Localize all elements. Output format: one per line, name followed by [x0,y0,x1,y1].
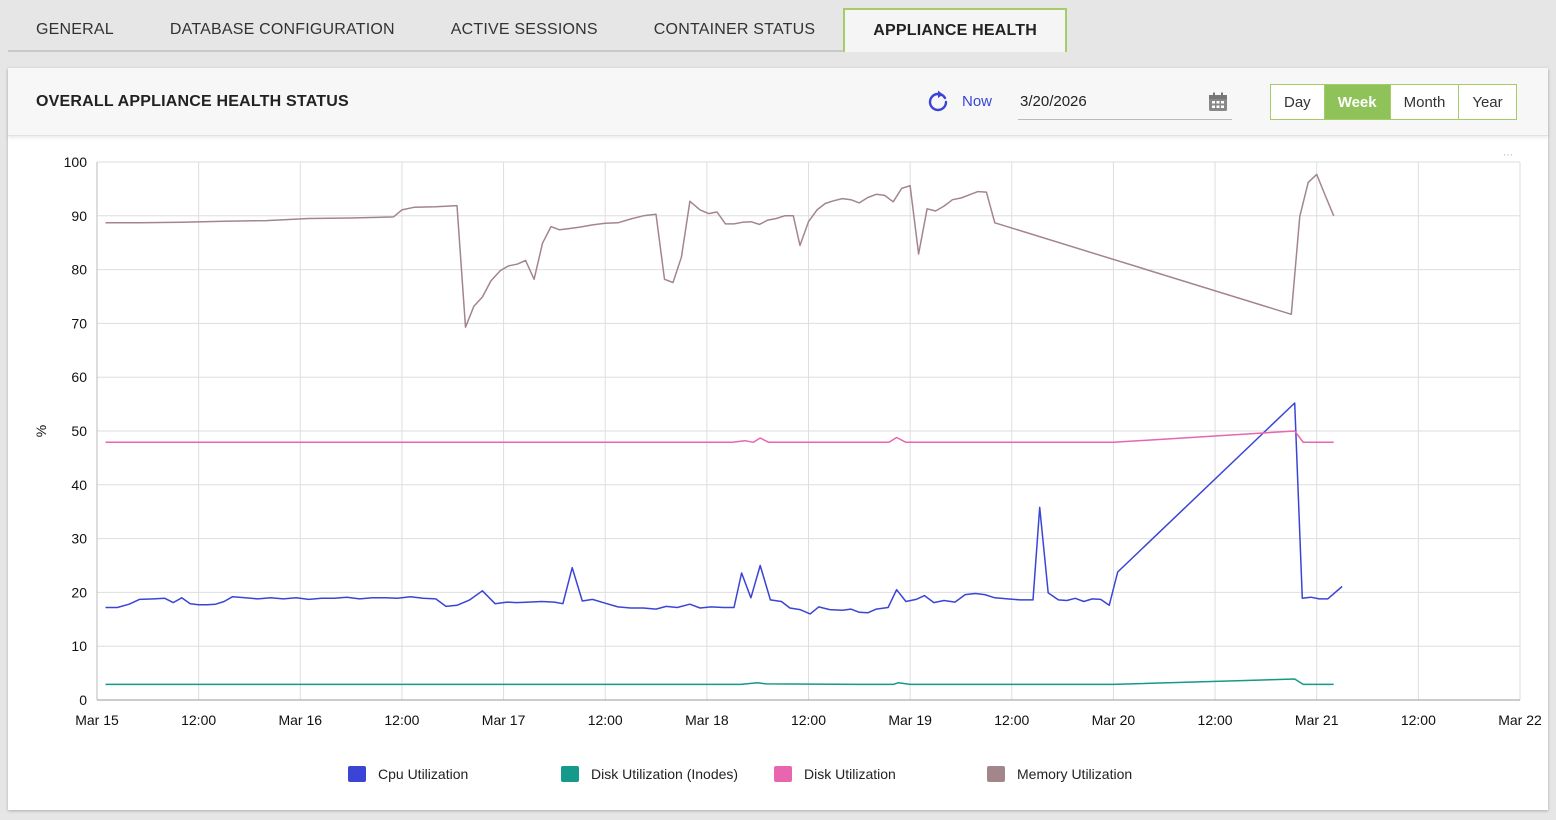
y-tick-label: 90 [71,208,87,224]
period-year-button[interactable]: Year [1458,85,1516,119]
refresh-icon[interactable] [926,90,950,114]
legend-label[interactable]: Disk Utilization (Inodes) [591,766,738,782]
x-tick-label: Mar 19 [888,712,932,728]
y-tick-label: 50 [71,423,87,439]
tab-active-sessions[interactable]: ACTIVE SESSIONS [422,10,626,52]
legend-swatch[interactable] [348,766,366,782]
y-tick-label: 80 [71,262,87,278]
date-picker[interactable] [1018,84,1232,120]
x-tick-label: Mar 22 [1498,712,1542,728]
tab-container-status[interactable]: CONTAINER STATUS [625,10,844,52]
x-tick-label: 12:00 [1401,712,1436,728]
x-tick-label: 12:00 [588,712,623,728]
x-tick-label: Mar 20 [1092,712,1136,728]
health-panel: OVERALL APPLIANCE HEALTH STATUS Now D [8,68,1548,810]
x-tick-label: Mar 18 [685,712,729,728]
chart-menu-icon[interactable]: ⋯ [1503,150,1513,161]
x-tick-label: Mar 16 [278,712,322,728]
tab-database-configuration[interactable]: DATABASE CONFIGURATION [141,10,423,52]
legend-label[interactable]: Memory Utilization [1017,766,1132,782]
x-tick-label: Mar 17 [482,712,526,728]
period-selector: Day Week Month Year [1270,84,1517,120]
x-tick-label: Mar 21 [1295,712,1339,728]
period-month-button[interactable]: Month [1389,85,1459,119]
panel-header: OVERALL APPLIANCE HEALTH STATUS Now D [8,68,1548,136]
date-input[interactable] [1020,93,1200,110]
legend-swatch[interactable] [987,766,1005,782]
health-line-chart: 0 10 20 30 40 50 60 70 80 90 100 Mar 15 12:00 Mar 16 1… [33,150,1542,782]
period-day-button[interactable]: Day [1271,85,1324,119]
x-tick-label: 12:00 [791,712,826,728]
y-tick-label: 40 [71,477,87,493]
tab-bar: GENERAL DATABASE CONFIGURATION ACTIVE SESS… [8,8,1068,52]
y-tick-label: 70 [71,315,87,331]
x-tick-label: 12:00 [1198,712,1233,728]
y-tick-label: 100 [64,154,88,170]
y-tick-label: 60 [71,369,87,385]
period-week-button[interactable]: Week [1323,85,1390,119]
legend-label[interactable]: Disk Utilization [804,766,896,782]
tab-general[interactable]: GENERAL [8,10,142,52]
page-title: OVERALL APPLIANCE HEALTH STATUS [36,93,349,110]
y-tick-label: 10 [71,638,87,654]
calendar-icon[interactable] [1208,92,1228,112]
legend-swatch[interactable] [774,766,792,782]
x-tick-label: 12:00 [181,712,216,728]
y-tick-label: 20 [71,584,87,600]
y-tick-label: 0 [79,692,87,708]
now-link[interactable]: Now [962,93,993,110]
series-line-cpu-utilization [105,402,1343,615]
x-tick-label: 12:00 [384,712,419,728]
series-line-memory-utilization [105,173,1335,328]
y-axis-label: % [33,425,49,437]
x-tick-label: 12:00 [994,712,1029,728]
y-tick-label: 30 [71,531,87,547]
series-line-disk-utilization [105,430,1334,444]
legend-label[interactable]: Cpu Utilization [378,766,468,782]
x-tick-label: Mar 15 [75,712,119,728]
legend-swatch[interactable] [561,766,579,782]
tab-appliance-health[interactable]: APPLIANCE HEALTH [843,8,1068,52]
series-line-disk-utilization-inodes [105,678,1334,686]
